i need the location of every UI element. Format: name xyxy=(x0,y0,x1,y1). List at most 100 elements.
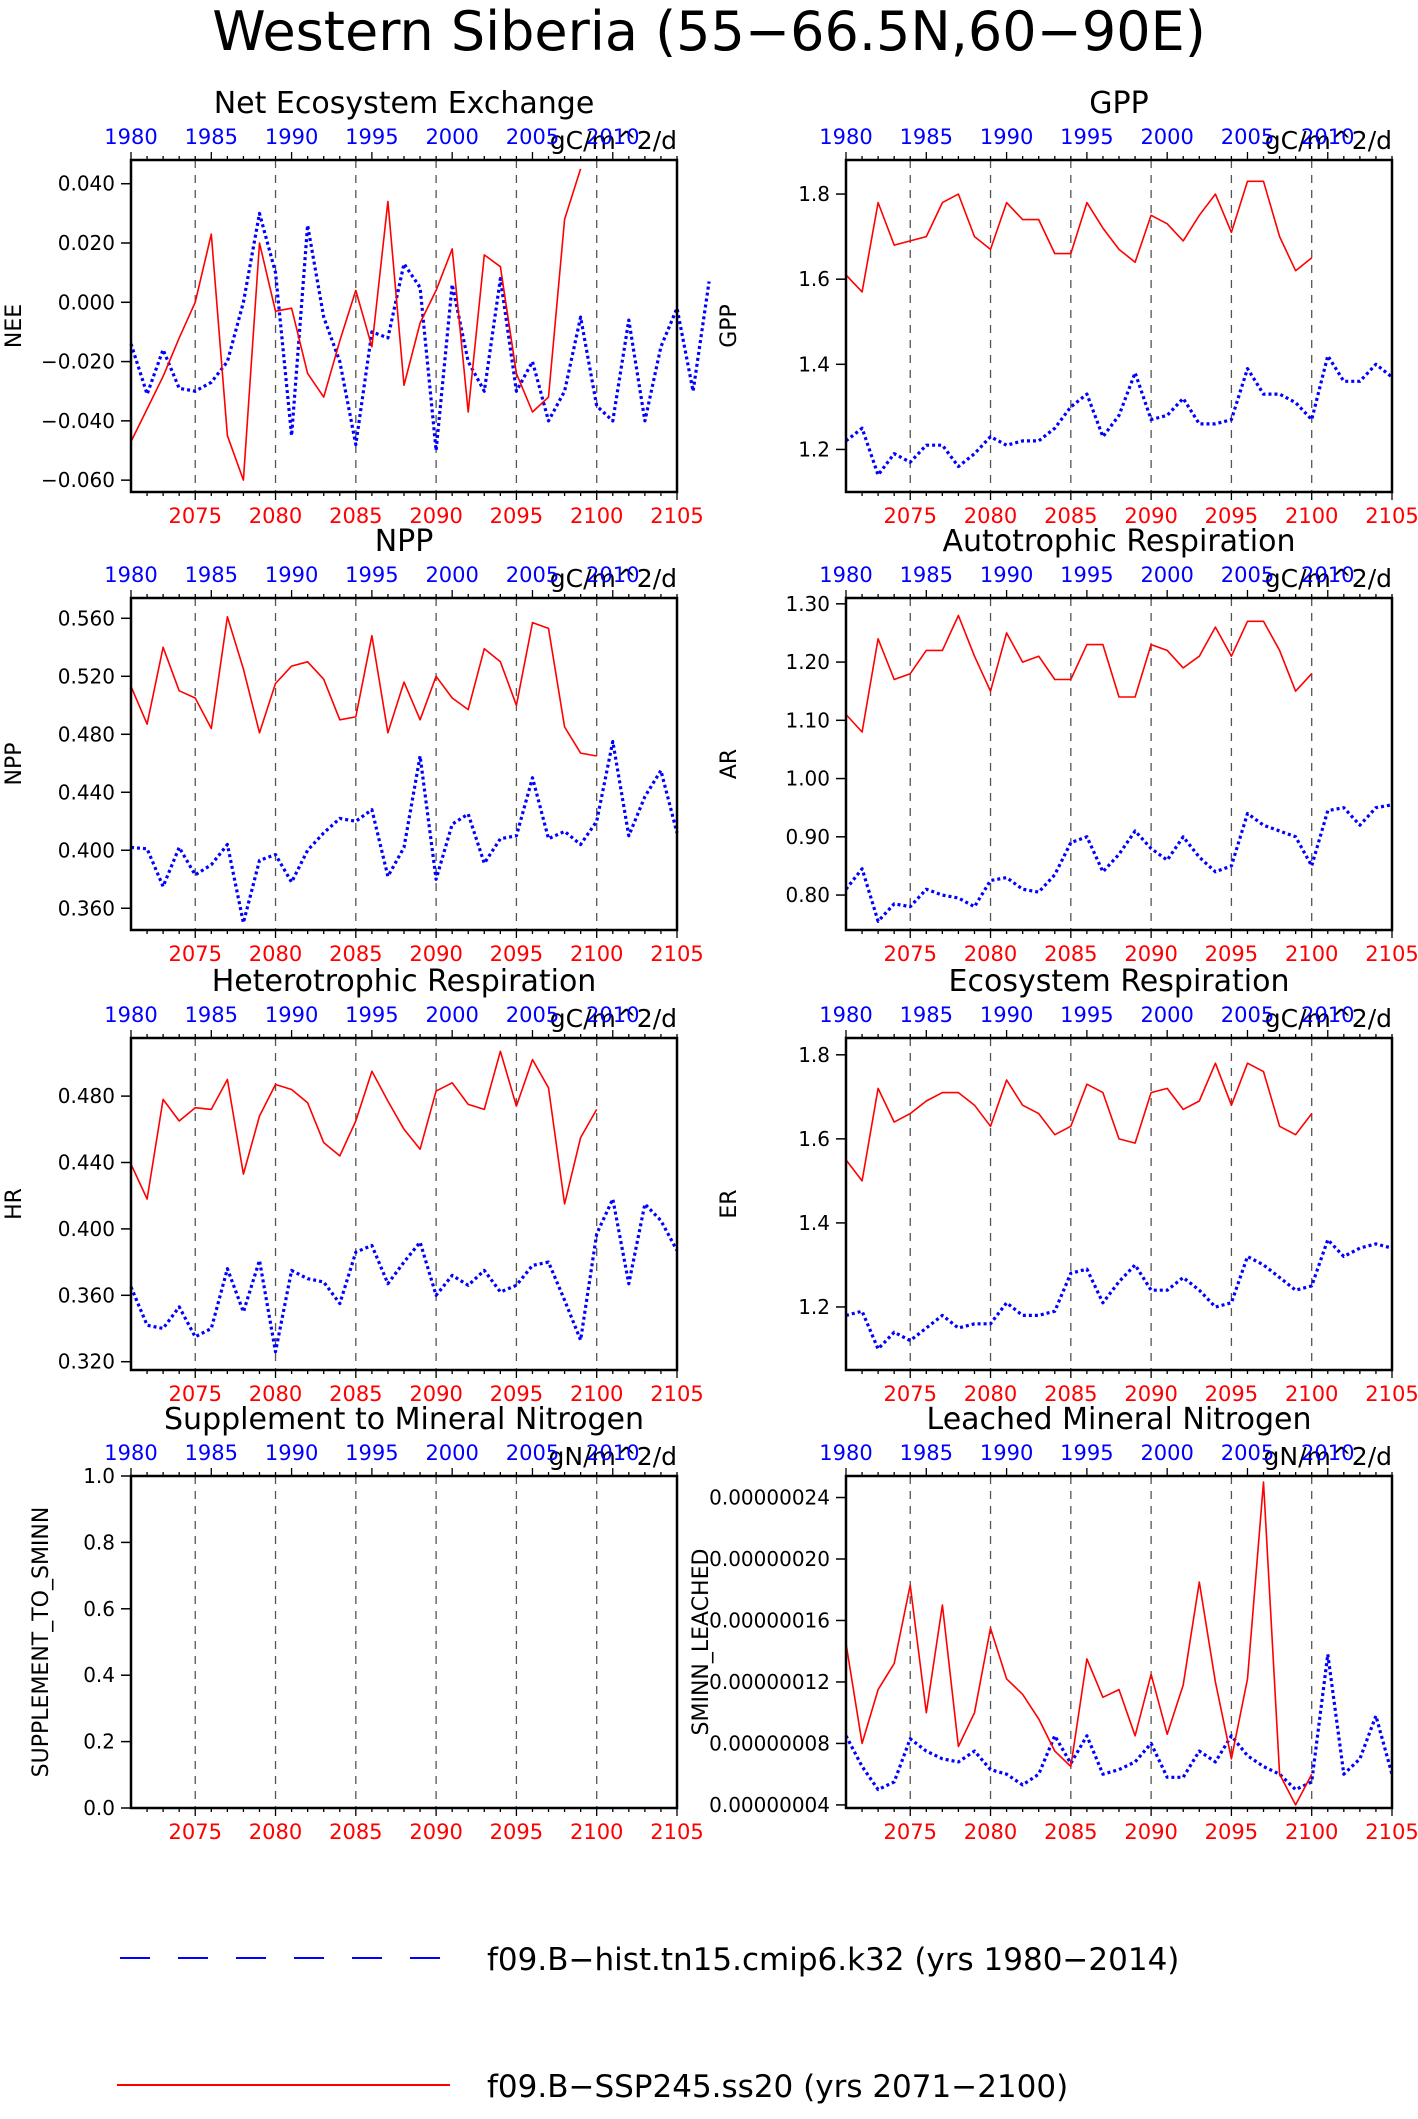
panel-title: GPP xyxy=(1089,86,1148,121)
bottom-tick-label: 2075 xyxy=(169,942,222,966)
bottom-tick-label: 2085 xyxy=(1044,504,1097,528)
series-hist-line xyxy=(844,1652,1394,1792)
y-tick-label: −0.020 xyxy=(41,350,115,374)
bottom-tick-label: 2100 xyxy=(570,942,623,966)
y-tick-label: 1.2 xyxy=(798,437,830,461)
top-tick-label: 1990 xyxy=(980,1003,1033,1027)
top-tick-label: 1990 xyxy=(265,1003,318,1027)
bottom-tick-label: 2095 xyxy=(1205,942,1258,966)
bottom-tick-label: 2080 xyxy=(964,1382,1017,1406)
top-tick-label: 1990 xyxy=(265,1441,318,1465)
series-hist-line xyxy=(129,1197,679,1354)
panel-title: Leached Mineral Nitrogen xyxy=(927,1402,1312,1437)
panel-title: Heterotrophic Respiration xyxy=(212,964,597,999)
y-axis-label: AR xyxy=(717,749,742,779)
top-tick-label: 2000 xyxy=(425,1003,478,1027)
y-tick-label: 0.000 xyxy=(58,290,115,314)
bottom-tick-label: 2100 xyxy=(1285,1382,1338,1406)
bottom-tick-label: 2100 xyxy=(570,1820,623,1844)
bottom-tick-label: 2075 xyxy=(884,942,937,966)
plot-frame xyxy=(129,596,679,932)
bottom-tick-label: 2100 xyxy=(570,504,623,528)
y-tick-label: 0.2 xyxy=(83,1730,115,1754)
legend-hist-label: f09.B−hist.tn15.cmip6.k32 (yrs 1980−2014… xyxy=(487,1942,1179,1978)
bottom-tick-label: 2075 xyxy=(884,1820,937,1844)
series-hist-line xyxy=(130,739,679,925)
y-tick-label: 0.560 xyxy=(58,606,115,630)
top-tick-label: 1990 xyxy=(265,125,318,149)
bottom-tick-label: 2090 xyxy=(1124,1382,1177,1406)
top-tick-label: 1980 xyxy=(819,1441,872,1465)
y-tick-label: 0.360 xyxy=(58,1283,115,1307)
bottom-tick-label: 2105 xyxy=(650,1820,703,1844)
panel-title: Ecosystem Respiration xyxy=(949,964,1290,999)
panel-units: gC/m^2/d xyxy=(1265,564,1392,593)
series-ssp-line xyxy=(845,1481,1313,1806)
figure-title: Western Siberia (55−66.5N,60−90E) xyxy=(212,0,1206,63)
bottom-tick-label: 2080 xyxy=(249,504,302,528)
y-axis-label: SMINN_LEACHED xyxy=(689,1549,714,1736)
series-ssp-line xyxy=(845,180,1313,293)
top-tick-label: 1990 xyxy=(980,125,1033,149)
series-hist-line xyxy=(129,211,711,453)
top-tick-label: 2005 xyxy=(1221,563,1274,587)
bottom-tick-label: 2095 xyxy=(490,942,543,966)
bottom-tick-label: 2105 xyxy=(1365,504,1418,528)
panel-6: Ecosystem Respiration gC/m^2/d 1980 1985 199… xyxy=(717,964,1418,1406)
top-tick-label: 1985 xyxy=(900,125,953,149)
bottom-tick-label: 2090 xyxy=(1124,504,1177,528)
panel-units: gC/m^2/d xyxy=(550,126,677,155)
top-tick-label: 1995 xyxy=(1060,125,1113,149)
bottom-tick-label: 2075 xyxy=(884,1382,937,1406)
bottom-tick-label: 2090 xyxy=(409,942,462,966)
bottom-tick-label: 2090 xyxy=(409,1820,462,1844)
bottom-tick-label: 2105 xyxy=(650,1382,703,1406)
top-tick-label: 1985 xyxy=(900,563,953,587)
top-tick-label: 2005 xyxy=(506,1441,559,1465)
y-tick-label: 1.20 xyxy=(785,650,830,674)
top-tick-label: 1995 xyxy=(1060,1003,1113,1027)
plot-frame xyxy=(844,158,1394,494)
top-tick-label: 2000 xyxy=(425,1441,478,1465)
y-tick-label: 0.90 xyxy=(785,825,830,849)
series-ssp-line xyxy=(845,1062,1313,1182)
panel-8: Leached Mineral Nitrogen gN/m^2/d 1980 1985… xyxy=(689,1402,1418,1844)
bottom-tick-label: 2090 xyxy=(1124,942,1177,966)
y-tick-label: 1.6 xyxy=(798,267,830,291)
y-axis-label: NPP xyxy=(2,743,27,786)
top-tick-label: 2000 xyxy=(1140,125,1193,149)
top-tick-label: 2000 xyxy=(1140,563,1193,587)
panel-units: gC/m^2/d xyxy=(550,564,677,593)
top-tick-label: 1990 xyxy=(980,1441,1033,1465)
bottom-tick-label: 2105 xyxy=(650,504,703,528)
series-hist-line xyxy=(844,803,1393,923)
bottom-tick-label: 2090 xyxy=(409,1382,462,1406)
top-tick-label: 2010 xyxy=(586,125,639,149)
panel-units: gC/m^2/d xyxy=(1265,126,1392,155)
bottom-tick-label: 2105 xyxy=(1365,1382,1418,1406)
top-tick-label: 2010 xyxy=(1301,1003,1354,1027)
plot-frame xyxy=(129,158,679,494)
bottom-tick-label: 2095 xyxy=(490,1820,543,1844)
top-tick-label: 1980 xyxy=(104,563,157,587)
y-tick-label: 0.520 xyxy=(58,664,115,688)
series-hist-line xyxy=(845,1238,1393,1351)
top-tick-label: 1980 xyxy=(819,1003,872,1027)
top-tick-label: 2000 xyxy=(425,125,478,149)
bottom-tick-label: 2090 xyxy=(1124,1820,1177,1844)
top-tick-label: 2005 xyxy=(506,563,559,587)
top-tick-label: 2000 xyxy=(1140,1003,1193,1027)
top-tick-label: 1980 xyxy=(819,563,872,587)
y-tick-label: 0.360 xyxy=(58,896,115,920)
plot-frame xyxy=(844,596,1394,932)
y-axis-label: GPP xyxy=(717,304,742,348)
panel-1: Net Ecosystem Exchange gC/m^2/d 1980 1985 19… xyxy=(2,86,711,528)
panel-title: Autotrophic Respiration xyxy=(942,524,1295,559)
y-tick-label: 1.8 xyxy=(798,182,830,206)
bottom-tick-label: 2095 xyxy=(1205,504,1258,528)
y-tick-label: 1.4 xyxy=(798,352,830,376)
panel-units: gN/m^2/d xyxy=(1264,1442,1393,1471)
panel-units: gN/m^2/d xyxy=(549,1442,678,1471)
y-tick-label: 0.8 xyxy=(83,1530,115,1554)
